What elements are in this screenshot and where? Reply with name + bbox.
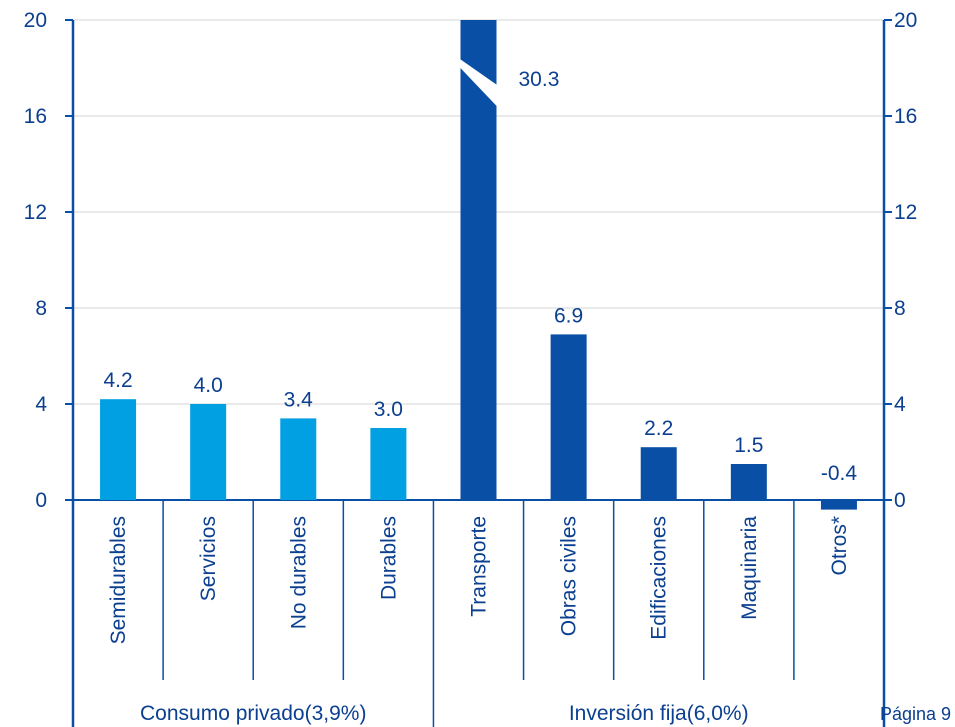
- y-tick-label-left: 20: [24, 9, 47, 32]
- category-label: Edificaciones: [648, 516, 671, 640]
- bar: [820, 500, 857, 510]
- bar: [190, 404, 227, 500]
- category-label-group: Obras civiles: [558, 516, 581, 636]
- y-tick-label-right: 20: [894, 9, 917, 32]
- bar: [370, 428, 407, 500]
- category-label: Obras civiles: [558, 516, 581, 636]
- bar: [280, 418, 317, 500]
- y-tick-label-left: 16: [24, 105, 47, 128]
- category-label: Semidurables: [107, 516, 130, 644]
- bar-value-label: 6.9: [554, 304, 583, 327]
- category-label-group: No durables: [287, 516, 310, 629]
- category-label: No durables: [287, 516, 310, 629]
- y-tick-label-left: 12: [24, 201, 47, 224]
- category-label: Durables: [377, 516, 400, 600]
- bar: [550, 334, 587, 500]
- group-label: Inversión fija(6,0%): [569, 702, 749, 725]
- category-label-group: Semidurables: [107, 516, 130, 644]
- category-label: Transporte: [468, 516, 491, 617]
- bar-value-label: 1.5: [734, 434, 763, 457]
- category-label-group: Otros*: [828, 516, 851, 576]
- group-label: Consumo privado(3,9%): [140, 702, 366, 725]
- y-tick-label-right: 4: [894, 393, 906, 416]
- bar-break: [458, 58, 499, 108]
- bar: [100, 399, 137, 500]
- y-tick-label-left: 4: [35, 393, 47, 416]
- category-label-group: Servicios: [197, 516, 220, 601]
- page-number: Página 9: [879, 704, 951, 724]
- y-tick-label-right: 16: [894, 105, 917, 128]
- category-label: Maquinaria: [738, 516, 761, 620]
- bar-value-label: -0.4: [821, 462, 858, 485]
- bar-value-label: 2.2: [644, 417, 673, 440]
- y-tick-label-right: 0: [894, 489, 906, 512]
- y-tick-label-left: 0: [35, 489, 47, 512]
- category-label-group: Edificaciones: [648, 516, 671, 640]
- category-label: Servicios: [197, 516, 220, 601]
- bar-value-label: 4.2: [103, 369, 132, 392]
- bar-value-label: 3.4: [284, 388, 314, 411]
- bar-value-label: 3.0: [374, 398, 403, 421]
- category-label-group: Maquinaria: [738, 516, 761, 620]
- bar: [730, 464, 767, 500]
- category-label: Otros*: [828, 516, 851, 576]
- bar-value-label: 30.3: [519, 68, 560, 91]
- bar-value-label: 4.0: [194, 374, 223, 397]
- category-label-group: Transporte: [468, 516, 491, 617]
- category-label-group: Durables: [377, 516, 400, 600]
- bar: [460, 20, 497, 500]
- y-tick-label-left: 8: [35, 297, 47, 320]
- y-tick-label-right: 12: [894, 201, 917, 224]
- bar: [640, 447, 677, 500]
- y-tick-label-right: 8: [894, 297, 906, 320]
